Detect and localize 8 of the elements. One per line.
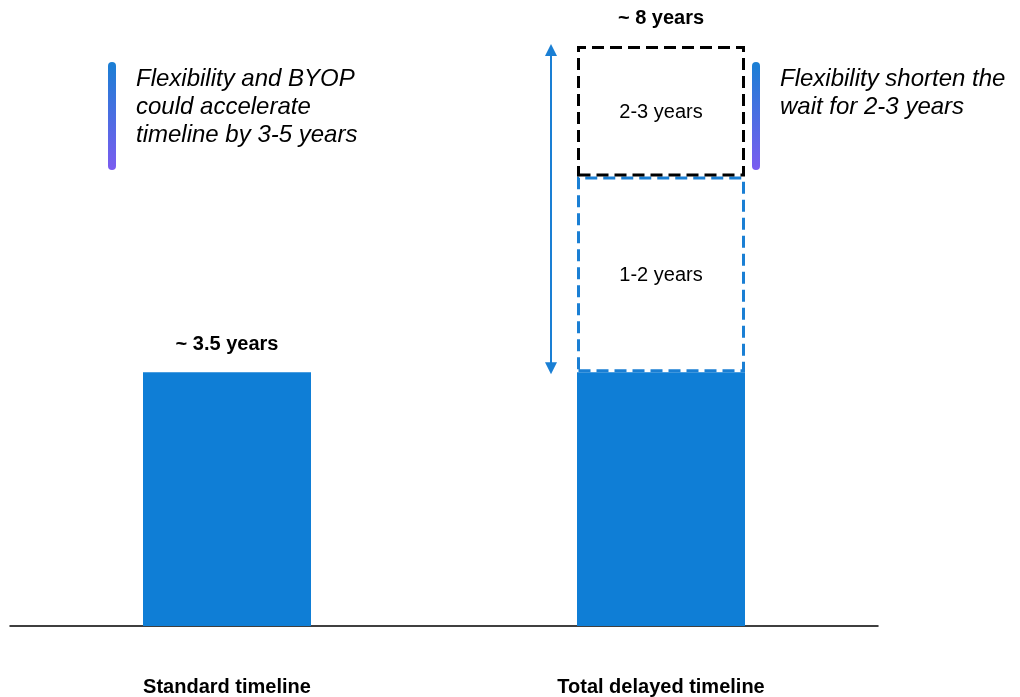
total-label: ~ 8 years — [616, 6, 706, 29]
x-tick-label: Total delayed timeline — [557, 675, 765, 697]
total-label: ~ 3.5 years — [174, 332, 280, 356]
data-label: 2-3 years — [619, 100, 703, 123]
data-label: 1-2 years — [619, 263, 703, 286]
annotation: Flexibility and BYOP could accelerate timeline by 3-5 years — [136, 64, 359, 149]
x-tick-label: Standard timeline — [143, 675, 311, 697]
annotation: Flexibility shorten the wait for 2-3 years — [780, 64, 1007, 121]
